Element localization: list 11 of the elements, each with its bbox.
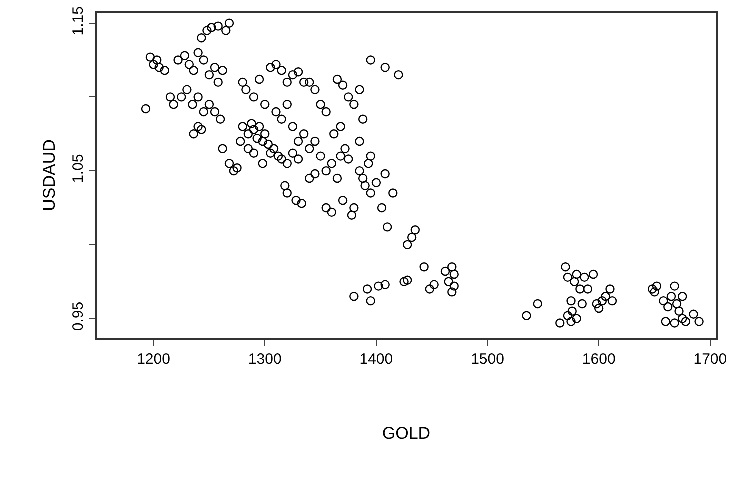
y-tick-label: 1.05 [70, 154, 87, 184]
y-tick-label: 0.95 [70, 302, 87, 332]
x-tick-label: 1300 [248, 351, 282, 368]
y-axis-title: USDAUD [40, 140, 60, 212]
x-tick-label: 1200 [137, 351, 170, 368]
x-tick-label: 1400 [360, 351, 394, 368]
x-tick-label: 1600 [582, 351, 616, 368]
y-tick-label: 1.15 [70, 6, 87, 36]
x-tick-label: 1700 [694, 351, 728, 368]
x-axis-title: GOLD [382, 424, 431, 443]
x-tick-label: 1500 [471, 351, 504, 368]
